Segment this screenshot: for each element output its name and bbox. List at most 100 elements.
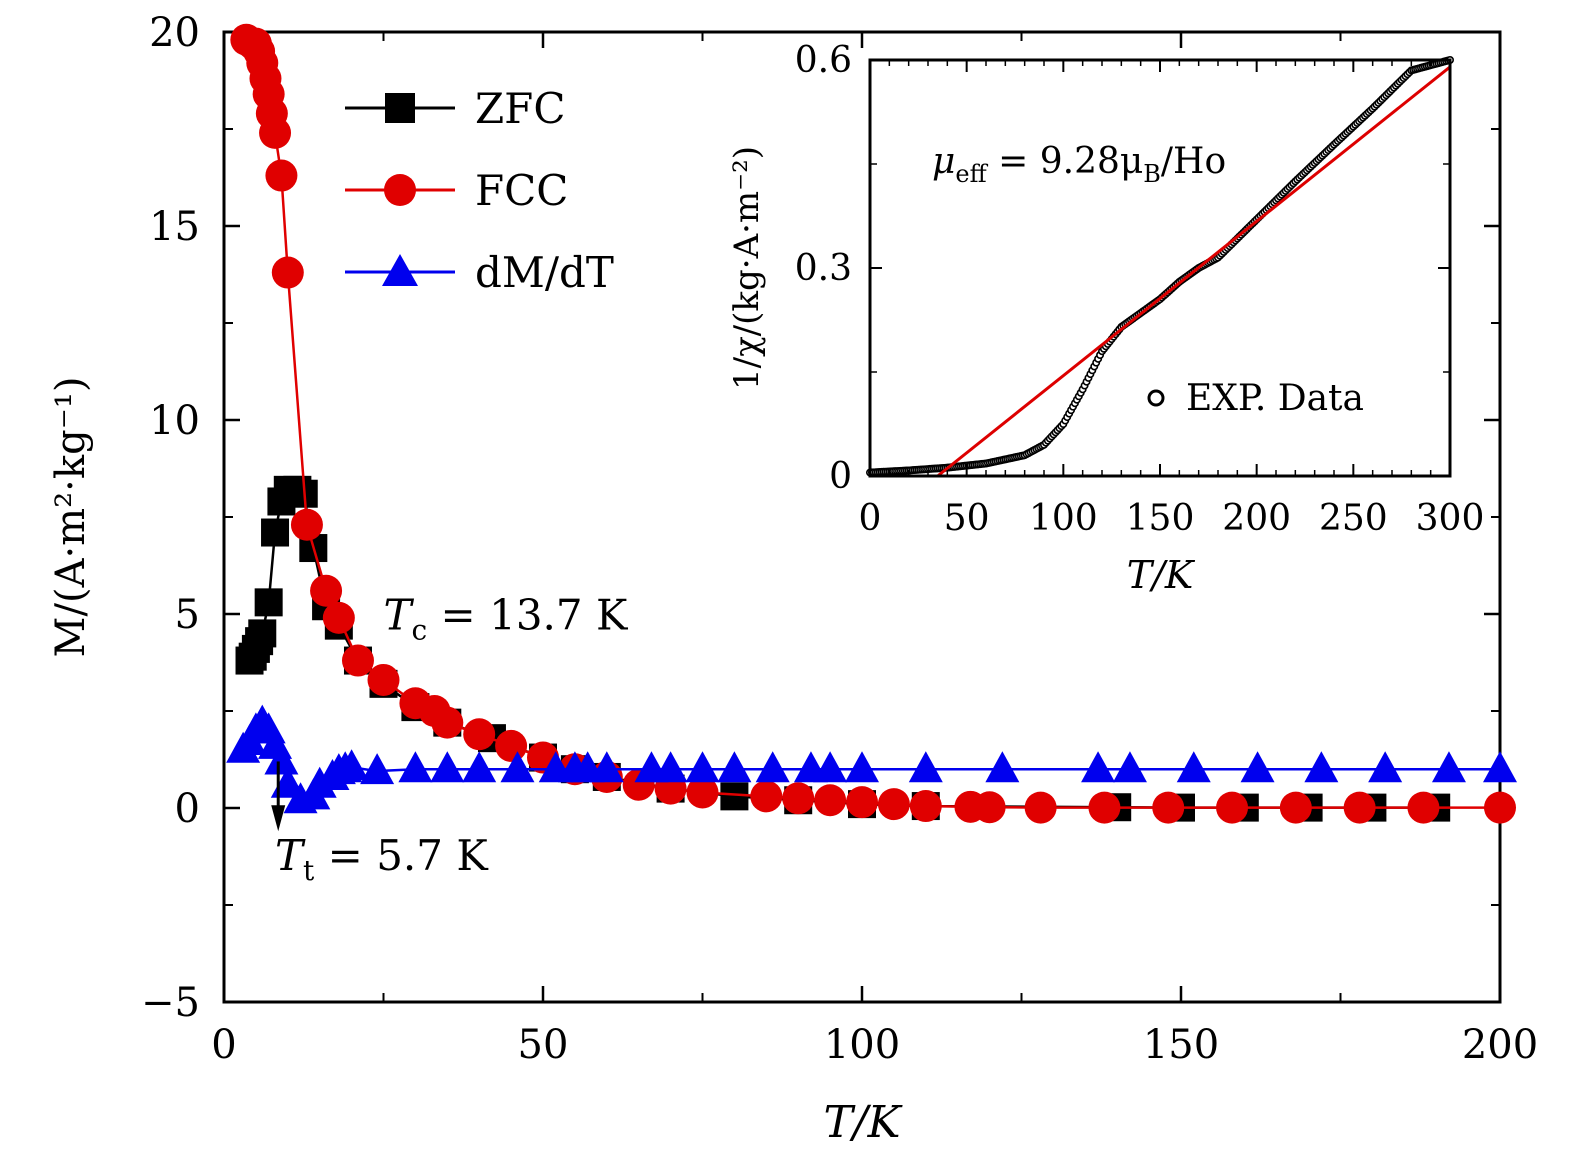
data-point-triangle <box>430 751 465 783</box>
inset-legend-marker <box>1147 389 1165 407</box>
data-point-circle <box>814 784 847 817</box>
y-tick-label: 10 <box>149 398 200 444</box>
mueff-unit: /Ho <box>1161 141 1226 182</box>
mub-subscript: B <box>1143 160 1161 188</box>
x-tick-label: 0 <box>211 1022 236 1068</box>
legend-label-dmdt: dM/dT <box>475 248 614 297</box>
data-point-triangle <box>985 751 1020 783</box>
x-tick-label: 200 <box>1462 1022 1538 1068</box>
inset-fit-line <box>936 65 1451 478</box>
data-point-triangle <box>908 751 943 783</box>
data-point-circle <box>463 718 496 751</box>
data-point-triangle <box>717 751 752 783</box>
data-point-circle <box>782 782 815 815</box>
data-point-circle <box>1279 791 1312 824</box>
inset-x-tick-label: 100 <box>1029 498 1098 539</box>
legend-item-fcc: FCC <box>345 166 568 215</box>
data-point-triangle <box>302 766 337 798</box>
inset-y-tick-label: 0.6 <box>795 40 852 81</box>
legend-label-zfc: ZFC <box>475 84 565 133</box>
data-point-triangle <box>334 749 369 781</box>
y-tick-label: 20 <box>149 10 200 56</box>
main-legend: ZFC FCC dM/dT <box>345 84 614 297</box>
data-point-triangle <box>360 753 395 785</box>
data-point-circle <box>290 508 323 541</box>
data-point-triangle <box>813 751 848 783</box>
legend-label-fcc: FCC <box>475 166 568 215</box>
inset-legend: EXP. Data <box>1147 378 1364 419</box>
data-point-circle <box>909 790 942 823</box>
data-point-square <box>720 782 749 811</box>
data-point-circle <box>431 706 464 739</box>
legend-marker-dmdt <box>382 254 418 286</box>
inset-ticks <box>869 59 1451 477</box>
data-point-triangle <box>1368 751 1403 783</box>
data-point-triangle <box>1304 751 1339 783</box>
data-point-triangle <box>264 743 299 775</box>
mueff-symbol: μ <box>932 141 955 182</box>
annotation-tt: Tt = 5.7 K <box>275 831 489 887</box>
annotation-tt-subscript: t <box>303 854 315 887</box>
data-point-circle <box>846 786 878 819</box>
data-point-circle <box>877 788 910 821</box>
inset-y-tick-label: 0 <box>829 456 852 497</box>
data-point-circle <box>495 729 528 762</box>
data-point-square <box>254 588 283 617</box>
tt-arrow <box>271 761 286 832</box>
inset-annotation-mueff: μeff = 9.28μB/Ho <box>932 141 1226 188</box>
annotation-tt-symbol: T <box>275 831 306 880</box>
data-point-circle <box>1088 791 1121 824</box>
data-point-circle <box>1024 791 1057 824</box>
inset-legend-label: EXP. Data <box>1186 378 1364 419</box>
data-point-triangle <box>653 751 688 783</box>
annotation-tc-value: = 13.7 K <box>427 591 629 640</box>
data-point-circle <box>1343 791 1376 824</box>
data-point-triangle <box>1240 751 1275 783</box>
data-point-circle <box>1216 791 1249 824</box>
annotation-tc: Tc = 13.7 K <box>384 591 629 647</box>
x-tick-label: 100 <box>824 1022 900 1068</box>
y-tick-label: 15 <box>149 204 200 250</box>
y-tick-label: −5 <box>141 980 200 1026</box>
data-point-circle <box>265 159 298 192</box>
data-point-circle <box>341 644 374 677</box>
inset-x-tick-label: 250 <box>1319 498 1388 539</box>
data-point-triangle <box>500 751 535 783</box>
arrow-head <box>271 805 286 832</box>
inset-y-tick-label: 0.3 <box>795 248 852 289</box>
main-series <box>226 23 1517 824</box>
mueff-value: = 9.28μ <box>987 141 1144 182</box>
main-y-axis-label: M/(A·m²·kg⁻¹) <box>48 377 94 658</box>
mueff-subscript: eff <box>955 160 988 188</box>
inset-x-tick-label: 50 <box>944 498 990 539</box>
data-point-triangle <box>685 751 720 783</box>
data-point-triangle <box>589 751 624 783</box>
data-point-triangle <box>462 751 497 783</box>
data-point-square <box>248 619 277 648</box>
legend-item-dmdt: dM/dT <box>345 248 614 297</box>
data-point-triangle <box>755 751 790 783</box>
data-point-triangle <box>1483 751 1517 783</box>
y-tick-label: 0 <box>175 786 200 832</box>
inset-x-tick-label: 200 <box>1222 498 1291 539</box>
data-point-circle <box>271 256 304 289</box>
inset-plot: 0 50 100 150 200 250 300 0 0.3 0.6 T/K 1/χ/(kg·A·… <box>727 40 1484 597</box>
data-point-triangle <box>845 751 879 783</box>
inset-tick-labels: 0 50 100 150 200 250 300 0 0.3 0.6 <box>795 40 1485 539</box>
x-tick-label: 150 <box>1143 1022 1219 1068</box>
inset-x-tick-label: 0 <box>859 498 882 539</box>
data-point-circle <box>310 574 343 607</box>
data-point-circle <box>1407 791 1440 824</box>
data-point-circle <box>973 791 1006 824</box>
data-point-square <box>261 518 290 547</box>
data-point-triangle <box>398 751 433 783</box>
inset-x-axis-label: T/K <box>1127 553 1196 597</box>
x-tick-label: 50 <box>518 1022 569 1068</box>
data-point-circle <box>750 780 783 813</box>
legend-marker-fcc <box>384 174 416 206</box>
inset-x-tick-label: 150 <box>1126 498 1195 539</box>
series-line <box>242 720 1500 802</box>
